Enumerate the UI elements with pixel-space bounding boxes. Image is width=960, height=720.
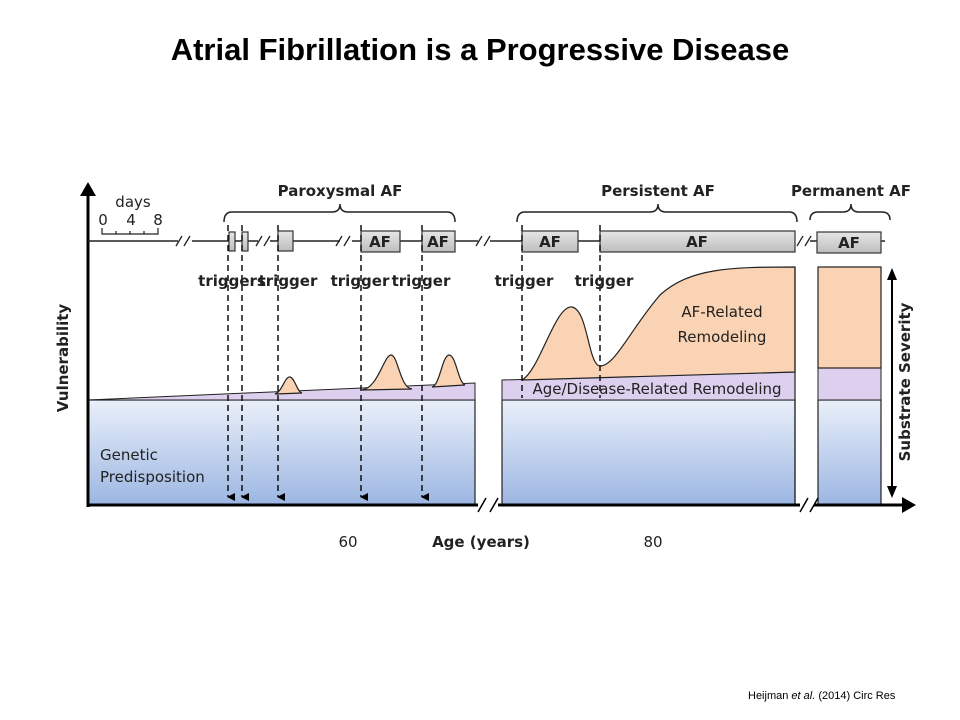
af-episode-box — [277, 230, 294, 252]
af-episode-box — [816, 231, 882, 254]
days-tick: 0 — [98, 211, 108, 229]
right-axis-label: Substrate Severity — [896, 302, 914, 461]
citation-author: Heijman — [748, 690, 789, 702]
trigger-label: trigger — [495, 272, 554, 290]
trigger-label: trigger — [392, 272, 451, 290]
genetic-label-line2: Predisposition — [100, 468, 205, 486]
days-label: days — [115, 193, 151, 211]
panel-permanent — [817, 266, 882, 506]
af-remodeling-region — [521, 266, 796, 381]
phase-label-persistent: Persistent AF — [601, 182, 715, 200]
y-axis-label: Vulnerability — [54, 304, 72, 413]
days-tick: 8 — [153, 211, 163, 229]
age-remodeling-region — [817, 367, 882, 401]
x-tick-60: 60 — [338, 533, 357, 551]
x-tick-80: 80 — [643, 533, 662, 551]
phase-label-paroxysmal: Paroxysmal AF — [278, 182, 403, 200]
days-tick: 4 — [126, 211, 136, 229]
x-axis-arrow-icon — [902, 497, 916, 513]
timeline-break-icon — [175, 235, 812, 247]
genetic-predisposition-region — [87, 399, 476, 506]
phase-brackets — [223, 203, 891, 223]
trigger-label: trigger — [331, 272, 390, 290]
citation: Heijman et al. (2014) Circ Res — [748, 690, 895, 702]
af-episode-label: AF — [427, 233, 449, 251]
trigger-label: trigger — [575, 272, 634, 290]
trigger-label: trigger — [259, 272, 318, 290]
af-episode-label: AF — [686, 233, 708, 251]
axis-break-icon — [477, 497, 819, 513]
panel-persistent — [501, 266, 796, 506]
phase-label-permanent: Permanent AF — [791, 182, 911, 200]
trigger-label: triggers — [198, 272, 266, 290]
af-remodeling-bump — [431, 354, 466, 388]
af-remodeling-label-line1: AF-Related — [681, 303, 762, 321]
af-episode-label: AF — [369, 233, 391, 251]
af-episode-box — [241, 231, 249, 252]
trigger-lines — [227, 225, 601, 501]
citation-source: (2014) Circ Res — [818, 690, 896, 702]
y-axis-arrow-icon — [80, 182, 96, 196]
x-axis-label: Age (years) — [432, 533, 530, 551]
af-episode-box — [421, 230, 456, 253]
af-remodeling-label-line2: Remodeling — [678, 328, 767, 346]
axes — [80, 182, 916, 513]
af-episode-label: AF — [838, 234, 860, 252]
genetic-predisposition-region — [817, 399, 882, 506]
days-scale: days 0 4 8 — [98, 193, 163, 235]
af-episode-box — [599, 230, 796, 253]
af-remodeling-region — [817, 266, 882, 369]
af-remodeling-bump — [274, 376, 303, 395]
af-episode-label: AF — [539, 233, 561, 251]
citation-etal: et al. — [791, 690, 816, 702]
genetic-label-line1: Genetic — [100, 446, 158, 464]
af-episode-box — [521, 230, 579, 253]
af-episode-box — [228, 231, 236, 252]
age-remodeling-label: Age/Disease-Related Remodeling — [532, 380, 781, 398]
panel-paroxysmal — [87, 354, 476, 506]
genetic-predisposition-region — [501, 399, 796, 506]
slide-title: Atrial Fibrillation is a Progressive Dis… — [170, 32, 790, 67]
af-remodeling-bump — [361, 354, 413, 391]
af-episode-box — [360, 230, 401, 253]
